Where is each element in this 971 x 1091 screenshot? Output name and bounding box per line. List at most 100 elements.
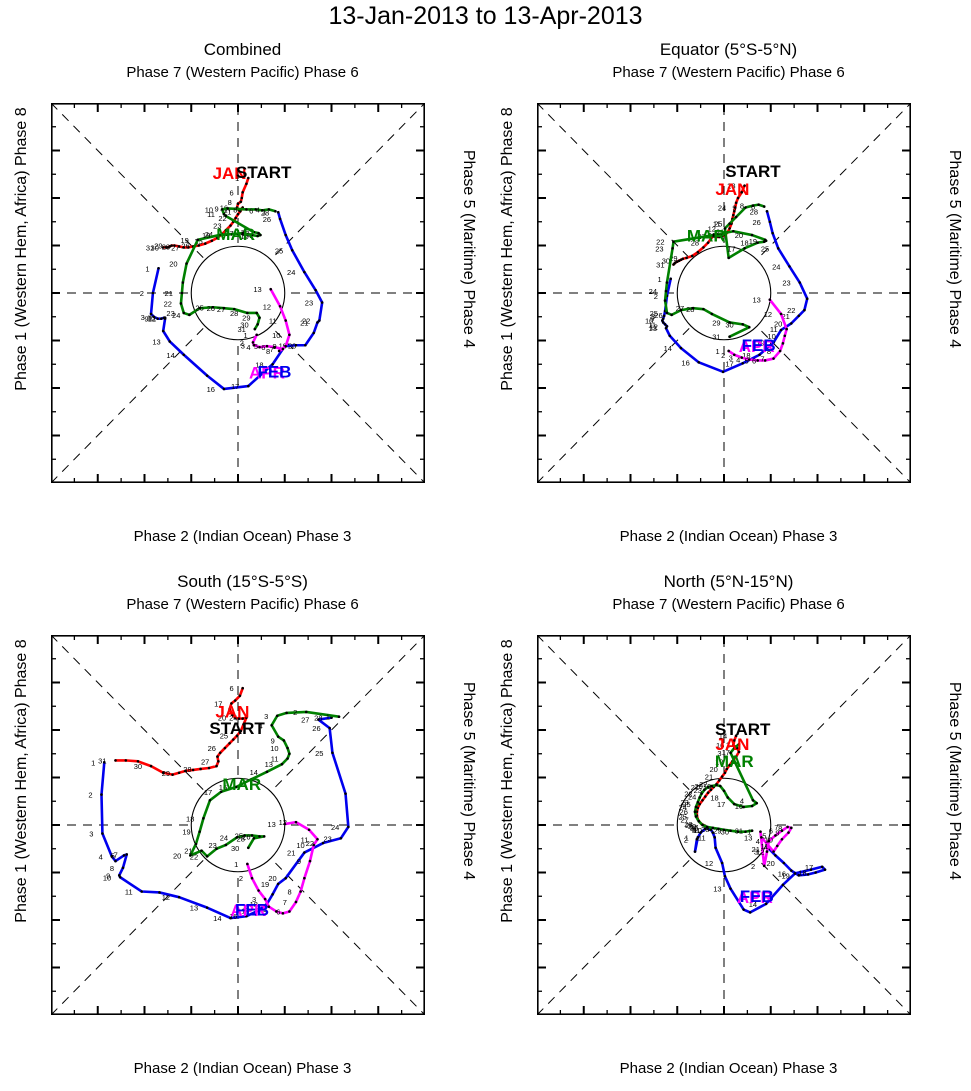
day-label: 16: [229, 912, 237, 921]
day-label: 12: [705, 859, 713, 868]
data-point: [729, 887, 732, 890]
data-point: [184, 769, 187, 773]
data-point: [347, 825, 350, 829]
day-label: 25: [761, 244, 769, 253]
data-point: [224, 229, 228, 232]
data-point: [780, 829, 784, 832]
data-point: [727, 349, 730, 353]
data-point: [728, 763, 731, 767]
diagonal-divider: [537, 103, 911, 483]
data-point: [210, 239, 214, 243]
day-label: 2: [751, 862, 755, 871]
day-label: 1: [234, 860, 238, 869]
data-point: [211, 305, 215, 309]
data-point: [793, 872, 797, 875]
data-point: [696, 250, 700, 254]
data-point: [284, 876, 287, 880]
data-point: [160, 317, 163, 320]
day-label: 23: [680, 798, 688, 807]
data-point: [771, 231, 774, 235]
data-point: [312, 331, 316, 335]
plot-area: -4-2024-4-202416816172122232425262728293…: [51, 103, 425, 483]
day-label: 5: [254, 342, 258, 351]
data-point: [222, 212, 226, 216]
data-point: [742, 805, 745, 809]
trajectory-feb: [693, 826, 827, 914]
data-point: [703, 788, 706, 792]
data-point: [705, 825, 709, 829]
data-point: [764, 902, 768, 906]
data-point: [718, 235, 721, 239]
day-label: 30: [721, 828, 729, 837]
data-point: [664, 289, 668, 293]
axis-left-label: Phase 1 (Western Hem, Africa) Phase 8: [499, 107, 516, 391]
data-point: [728, 321, 731, 324]
day-label: 2: [239, 874, 243, 883]
data-point: [701, 823, 704, 827]
data-point: [199, 767, 202, 771]
day-label: 26: [654, 311, 662, 320]
data-point: [736, 830, 740, 833]
data-point: [246, 384, 250, 388]
day-label: 11: [207, 210, 215, 219]
data-point: [788, 265, 791, 268]
data-point: [273, 345, 276, 349]
data-point: [280, 762, 284, 766]
data-point: [220, 208, 224, 211]
day-label: 23: [305, 299, 313, 308]
day-label: 31: [98, 756, 106, 765]
data-point: [246, 846, 250, 850]
data-point: [767, 839, 771, 843]
data-point: [710, 312, 714, 316]
day-label: 6: [276, 907, 280, 916]
data-point: [787, 831, 790, 834]
data-point: [163, 317, 167, 320]
data-point: [140, 890, 143, 893]
day-label: 23: [209, 841, 217, 850]
data-point: [205, 855, 209, 858]
data-point: [718, 779, 721, 782]
day-label: 24: [220, 833, 228, 842]
day-label: 23: [166, 309, 174, 318]
data-point: [239, 729, 243, 733]
day-label: 17: [717, 800, 725, 809]
day-label: 19: [715, 757, 723, 766]
day-label: 25: [682, 800, 690, 809]
data-point: [208, 799, 212, 802]
day-label: 31: [735, 827, 743, 836]
day-label: 19: [182, 828, 190, 837]
data-point: [758, 353, 761, 357]
day-label: 21: [691, 783, 699, 792]
day-label: 28: [314, 714, 322, 723]
data-point: [216, 236, 219, 240]
panel-south: South (15°S-5°S) Phase 7 (Western Pacifi…: [0, 566, 485, 1091]
data-point: [257, 231, 260, 235]
day-label: 30: [662, 257, 670, 266]
data-point: [224, 214, 228, 218]
day-label: 17: [231, 382, 239, 391]
data-point: [695, 837, 699, 841]
day-label: 11: [770, 325, 778, 334]
day-label: 26: [685, 821, 693, 830]
data-point: [732, 229, 735, 233]
day-label: 13: [744, 833, 752, 842]
data-point: [276, 210, 280, 214]
day-label: 30: [151, 243, 159, 252]
axis-top-label: Phase 7 (Western Pacific) Phase 6: [612, 64, 845, 81]
day-label: 30: [231, 844, 239, 853]
day-label: 19: [279, 341, 287, 350]
day-label: 14: [749, 900, 757, 909]
data-point: [303, 270, 306, 274]
data-point: [672, 263, 675, 266]
data-point: [662, 314, 666, 318]
data-point: [779, 328, 783, 332]
data-point: [285, 711, 288, 715]
data-point: [786, 825, 789, 829]
data-point: [661, 321, 665, 324]
data-point: [246, 176, 250, 180]
day-label: 23: [782, 279, 790, 288]
data-point: [100, 793, 103, 796]
day-label: 6: [230, 188, 234, 197]
day-label: 7: [114, 850, 118, 859]
day-label: 16: [778, 869, 786, 878]
